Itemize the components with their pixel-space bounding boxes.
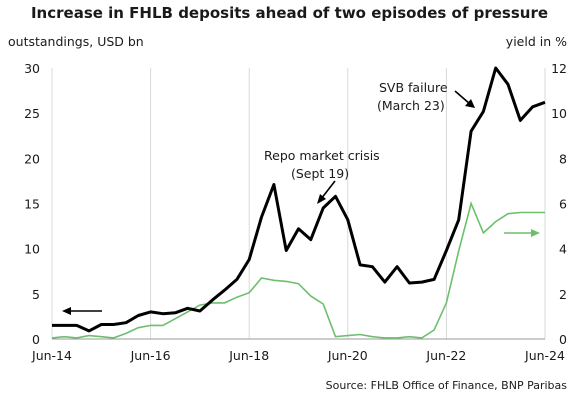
x-tick-label: Jun-22 [425, 348, 466, 363]
x-tick-label: Jun-24 [524, 348, 565, 363]
tick-labels: Jun-14 Jun-16 Jun-18 Jun-20 Jun-22 Jun-240510… [24, 61, 567, 363]
yield-series-line [51, 201, 545, 339]
y-left-tick-label: 20 [24, 151, 40, 166]
svb-annotation-line2: (March 23) [377, 98, 445, 113]
grid-lines [51, 68, 546, 339]
x-tick-label: Jun-18 [228, 348, 269, 363]
y-left-tick-label: 30 [24, 61, 40, 76]
left-axis-label: outstandings, USD bn [8, 34, 144, 49]
y-left-tick-label: 0 [32, 332, 40, 347]
x-tick-label: Jun-20 [327, 348, 368, 363]
x-tick-label: Jun-16 [130, 348, 171, 363]
repo-annotation-line1: Repo market crisis [264, 148, 380, 163]
repo-pointer-arrowhead [317, 194, 326, 204]
source-note: Source: FHLB Office of Finance, BNP Pari… [325, 379, 567, 392]
y-right-tick-label: 6 [559, 197, 567, 212]
svb-pointer-arrowhead [465, 99, 475, 108]
left-axis-indicator-arrowhead [62, 307, 71, 315]
y-right-tick-label: 8 [559, 151, 567, 166]
y-right-tick-label: 2 [559, 287, 567, 302]
y-left-tick-label: 25 [24, 106, 40, 121]
right-axis-label: yield in % [505, 34, 567, 49]
y-right-tick-label: 12 [551, 61, 567, 76]
y-left-tick-label: 10 [24, 242, 40, 257]
y-right-tick-label: 10 [551, 106, 567, 121]
y-left-tick-label: 15 [24, 197, 40, 212]
svb-annotation-line1: SVB failure [379, 80, 448, 95]
x-tick-label: Jun-14 [31, 348, 72, 363]
chart-title: Increase in FHLB deposits ahead of two e… [30, 4, 549, 22]
right-axis-indicator-arrowhead [531, 229, 540, 237]
y-right-tick-label: 4 [559, 242, 567, 257]
deposits-series-line [52, 66, 546, 333]
y-left-tick-label: 5 [32, 287, 40, 302]
y-right-tick-label: 0 [559, 332, 567, 347]
svb-pointer-arrow [454, 90, 471, 105]
repo-annotation-line2: (Sept 19) [291, 166, 349, 181]
repo-pointer-arrow [320, 180, 336, 200]
